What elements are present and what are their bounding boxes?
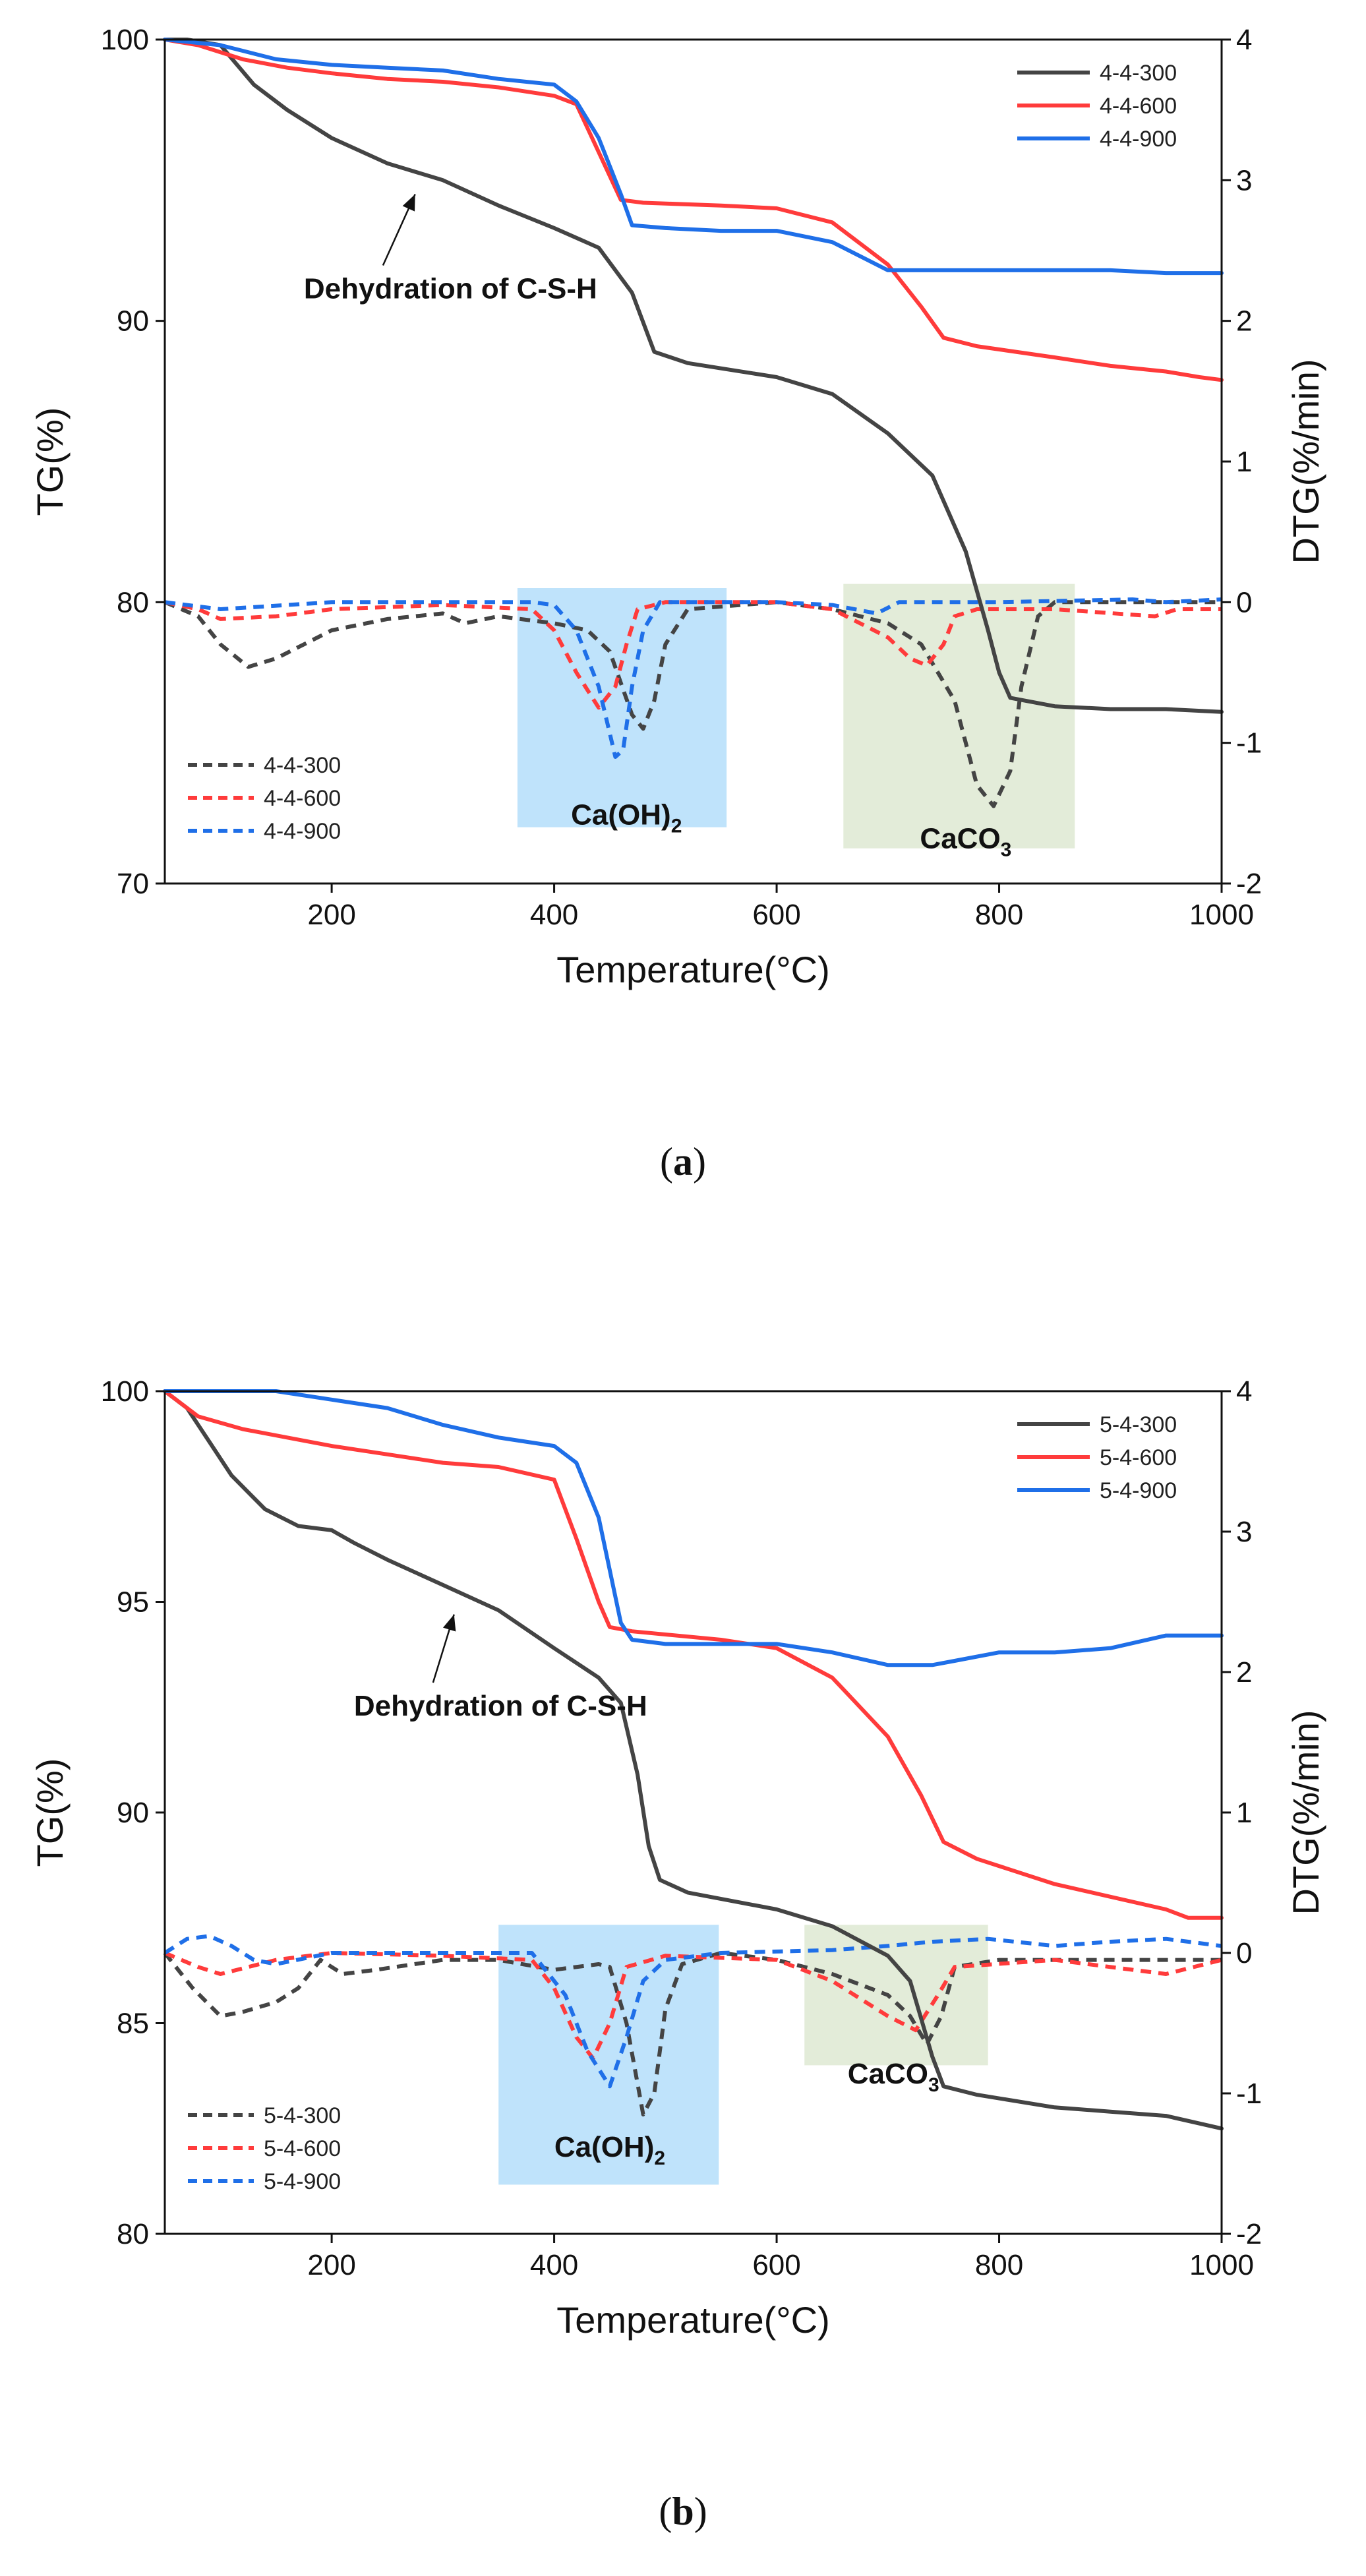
pa-legend-solid-label-4-4-600: 4-4-600	[1100, 94, 1177, 119]
pa-legend-dashed-label-4-4-600: 4-4-600	[264, 786, 341, 811]
pb-xtick-label-1000: 1000	[1189, 2249, 1254, 2281]
pb-y2tick-label-1: 1	[1236, 1797, 1252, 1829]
pb-legend-solid-label-5-4-600: 5-4-600	[1100, 1445, 1177, 1470]
pb-xaxis-title: Temperature(°C)	[556, 2299, 830, 2341]
pa-tg-series-4-4-600	[163, 38, 1224, 382]
pb-y2tick-label-3: 3	[1236, 1516, 1252, 1548]
pa-yaxis-title: TG(%)	[29, 407, 71, 516]
pa-y2tick-label-3: 3	[1236, 164, 1252, 196]
pa-y2axis-title: DTG(%/min)	[1285, 359, 1326, 564]
pa-dtg-series-4-4-300	[163, 600, 1222, 808]
pb-annotation-arrowhead	[442, 1614, 456, 1632]
pb-ytick-label-85: 85	[117, 2008, 149, 2040]
pa-xtick-label-600: 600	[752, 899, 800, 931]
pa-xtick-label-200: 200	[307, 899, 355, 931]
pa-region-label-0: Ca(OH)2	[571, 798, 682, 837]
pa-region-label-1: CaCO3	[920, 823, 1011, 861]
pa-legend-dashed-label-4-4-300: 4-4-300	[264, 753, 341, 778]
pa-xtick-label-800: 800	[975, 899, 1023, 931]
pb-dtg-series-5-4-600	[163, 1951, 1222, 2060]
chart-panel-a: 200 400 600 800 1000 70 80 90 100 -2 -1 0 1 2 3 4 Temper…	[29, 24, 1326, 990]
pb-y2tick-label--2: -2	[1236, 2218, 1262, 2250]
pa-xaxis-title: Temperature(°C)	[556, 949, 830, 990]
pb-tg-series-5-4-600	[163, 1389, 1224, 1920]
pb-legend-dashed-label-5-4-600: 5-4-600	[264, 2136, 341, 2161]
pb-ytick-label-90: 90	[117, 1797, 149, 1829]
chart-panel-b: 200 400 600 800 1000 80 85 90 95 100 -2 -1 0 1 2 3 4 Temp…	[29, 1375, 1326, 2341]
pb-xtick-label-200: 200	[307, 2249, 355, 2281]
pb-ytick-label-95: 95	[117, 1586, 149, 1619]
caption-b: (b)	[659, 2490, 707, 2533]
pa-dtg-series-4-4-600	[164, 600, 1222, 710]
pa-ytick-label-70: 70	[117, 868, 149, 900]
pb-region-1	[804, 1925, 988, 2066]
pb-dtg-series-5-4-300	[163, 1951, 1222, 2116]
pb-xtick-label-800: 800	[975, 2249, 1023, 2281]
pb-y2tick-label--1: -1	[1236, 2078, 1262, 2110]
pa-legend-solid-label-4-4-300: 4-4-300	[1100, 61, 1177, 86]
pb-y2tick-label-0: 0	[1236, 1937, 1252, 1969]
pa-tg-series-4-4-900	[163, 38, 1224, 276]
pb-tg-series-5-4-900	[163, 1389, 1224, 1667]
pb-xtick-label-600: 600	[752, 2249, 800, 2281]
pb-ytick-label-100: 100	[101, 1375, 149, 1408]
pb-y2axis-title: DTG(%/min)	[1285, 1710, 1326, 1915]
pa-y2tick-label--1: -1	[1236, 727, 1262, 760]
pb-legend-solid-label-5-4-300: 5-4-300	[1100, 1412, 1177, 1437]
pa-y2tick-label--2: -2	[1236, 868, 1262, 900]
pb-ytick-label-80: 80	[117, 2218, 149, 2250]
pb-tg-series-5-4-300	[163, 1389, 1224, 2131]
pa-y2tick-label-2: 2	[1236, 305, 1252, 338]
pa-y2tick-label-4: 4	[1236, 24, 1252, 56]
pb-legend-solid-label-5-4-900: 5-4-900	[1100, 1478, 1177, 1503]
pa-dtg-series-4-4-900	[164, 597, 1222, 759]
caption-a: (a)	[660, 1140, 706, 1183]
pa-y2tick-label-1: 1	[1236, 446, 1252, 478]
pb-y2tick-label-2: 2	[1236, 1656, 1252, 1689]
pa-tg-series-4-4-300	[163, 38, 1224, 714]
pa-region-1	[843, 584, 1075, 849]
pa-ytick-label-80: 80	[117, 586, 149, 618]
pb-yaxis-title: TG(%)	[29, 1758, 71, 1867]
pb-annotation-text: Dehydration of C-S-H	[354, 1690, 647, 1722]
pa-ytick-label-90: 90	[117, 305, 149, 338]
pa-annotation-arrowhead	[402, 194, 415, 212]
pa-ytick-label-100: 100	[101, 24, 149, 56]
pb-dtg-series-5-4-900	[163, 1934, 1222, 2089]
pa-xtick-label-400: 400	[530, 899, 578, 931]
pa-legend-solid-label-4-4-900: 4-4-900	[1100, 127, 1177, 152]
pb-region-label-0: Ca(OH)2	[554, 2131, 665, 2169]
pa-annotation-text: Dehydration of C-S-H	[304, 273, 597, 305]
pb-legend-dashed-label-5-4-900: 5-4-900	[264, 2169, 341, 2194]
pb-region-label-1: CaCO3	[848, 2058, 939, 2096]
pb-xtick-label-400: 400	[530, 2249, 578, 2281]
pa-xtick-label-1000: 1000	[1189, 899, 1254, 931]
pa-legend-dashed-label-4-4-900: 4-4-900	[264, 819, 341, 844]
pa-y2tick-label-0: 0	[1236, 586, 1252, 618]
pb-legend-dashed-label-5-4-300: 5-4-300	[264, 2103, 341, 2128]
pb-y2tick-label-4: 4	[1236, 1375, 1252, 1408]
